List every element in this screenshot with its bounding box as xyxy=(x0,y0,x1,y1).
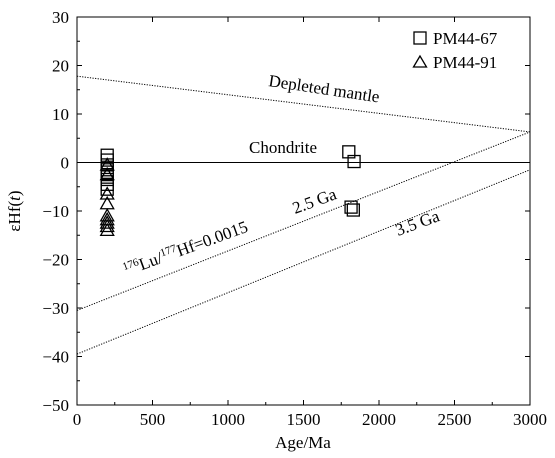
y-tick-label: −40 xyxy=(42,348,69,367)
y-tick-label: 30 xyxy=(52,8,69,27)
y-tick-label: −50 xyxy=(42,396,69,415)
data-point-pm44-67 xyxy=(342,145,356,159)
chondrite-label: Chondrite xyxy=(249,138,317,157)
data-point-pm44-91 xyxy=(99,166,115,181)
tick-labels: 0 500 1000 1500 2000 2500 3000 −50 −40 −30 −20 −10 0… xyxy=(42,8,547,429)
x-tick-label: 0 xyxy=(73,410,82,429)
data-point-pm44-67 xyxy=(100,182,114,196)
ga25-label: 2.5 Ga xyxy=(290,184,340,218)
data-point-pm44-91 xyxy=(99,222,115,237)
legend: PM44-67 PM44-91 xyxy=(412,29,498,72)
axis-ticks xyxy=(76,16,531,406)
data-point-pm44-91 xyxy=(99,186,115,200)
y-tick-label: 20 xyxy=(52,57,69,76)
legend-square-marker xyxy=(413,31,427,45)
x-tick-label: 2000 xyxy=(362,410,396,429)
x-tick-label: 500 xyxy=(140,410,166,429)
data-point-pm44-67 xyxy=(344,200,358,214)
x-axis-title: Age/Ma xyxy=(275,433,331,452)
lu-hf-ratio-label: 176Lu/177Hf=0.0015 xyxy=(121,217,250,280)
ga35-label: 3.5 Ga xyxy=(393,206,443,240)
data-point-pm44-91 xyxy=(99,218,115,233)
reference-line-3-5-ga xyxy=(76,169,531,355)
data-point-pm44-67 xyxy=(346,203,360,217)
y-tick-label: 0 xyxy=(61,154,70,173)
legend-label-pm44-67: PM44-67 xyxy=(433,29,498,48)
reference-line-2-5-ga xyxy=(76,131,531,311)
x-tick-label: 1500 xyxy=(287,410,321,429)
reference-line-depleted-mantle xyxy=(76,75,531,133)
data-point-pm44-91 xyxy=(99,215,115,229)
data-point-pm44-67 xyxy=(347,154,361,169)
x-tick-label: 2500 xyxy=(438,410,472,429)
y-tick-label: −10 xyxy=(42,202,69,221)
legend-triangle-marker xyxy=(412,54,428,68)
y-tick-label: −30 xyxy=(42,299,69,318)
reference-lines xyxy=(76,75,531,355)
y-tick-label: 10 xyxy=(52,105,69,124)
x-tick-label: 3000 xyxy=(513,410,547,429)
y-tick-label: −20 xyxy=(42,251,69,270)
depleted-mantle-label: Depleted mantle xyxy=(267,71,380,106)
y-axis-title: εHf(t) xyxy=(5,190,24,231)
data-point-pm44-91 xyxy=(99,157,115,171)
x-tick-label: 1000 xyxy=(211,410,245,429)
legend-label-pm44-91: PM44-91 xyxy=(433,53,497,72)
data-points xyxy=(99,145,361,237)
